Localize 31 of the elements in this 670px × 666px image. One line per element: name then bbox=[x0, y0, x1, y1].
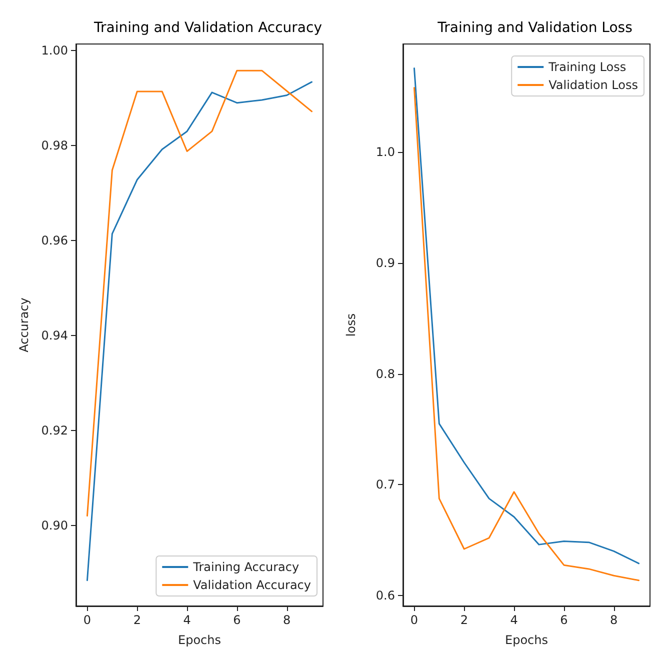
y-tick-label: 0.98 bbox=[41, 138, 68, 153]
x-tick-label: 6 bbox=[233, 613, 241, 627]
x-tick-label: 6 bbox=[560, 613, 568, 627]
x-tick-label: 8 bbox=[610, 613, 618, 627]
y-tick-label: 1.0 bbox=[376, 145, 395, 160]
y-tick-label: 1.00 bbox=[41, 44, 68, 58]
y-tick-label: 0.96 bbox=[41, 234, 68, 248]
x-tick-label: 4 bbox=[510, 613, 518, 627]
chart-title: Training and Validation Accuracy bbox=[93, 20, 322, 36]
y-tick-label: 0.8 bbox=[376, 366, 395, 381]
x-tick-label: 0 bbox=[83, 613, 92, 627]
x-axis-title: Epochs bbox=[178, 633, 221, 647]
y-axis-title: Accuracy bbox=[17, 298, 31, 352]
x-tick-label: 2 bbox=[133, 613, 141, 627]
y-tick-label: 0.90 bbox=[41, 518, 68, 532]
chart-title: Training and Validation Loss bbox=[436, 20, 632, 36]
y-tick-label: 0.92 bbox=[41, 423, 68, 438]
y-tick-label: 0.9 bbox=[376, 256, 395, 270]
x-tick-label: 0 bbox=[410, 613, 418, 627]
legend-label: Validation Accuracy bbox=[193, 578, 312, 592]
y-tick-label: 0.7 bbox=[376, 478, 395, 492]
x-axis-title: Epochs bbox=[505, 633, 548, 647]
x-tick-label: 2 bbox=[460, 613, 468, 627]
y-tick-label: 0.6 bbox=[376, 588, 395, 603]
x-tick-label: 8 bbox=[283, 613, 291, 627]
y-tick-label: 0.94 bbox=[41, 328, 68, 342]
y-axis-title: loss bbox=[344, 313, 358, 337]
legend-label: Training Loss bbox=[548, 60, 626, 74]
x-tick-label: 4 bbox=[183, 613, 191, 627]
legend-label: Training Accuracy bbox=[192, 560, 300, 574]
legend-label: Validation Loss bbox=[548, 78, 638, 92]
